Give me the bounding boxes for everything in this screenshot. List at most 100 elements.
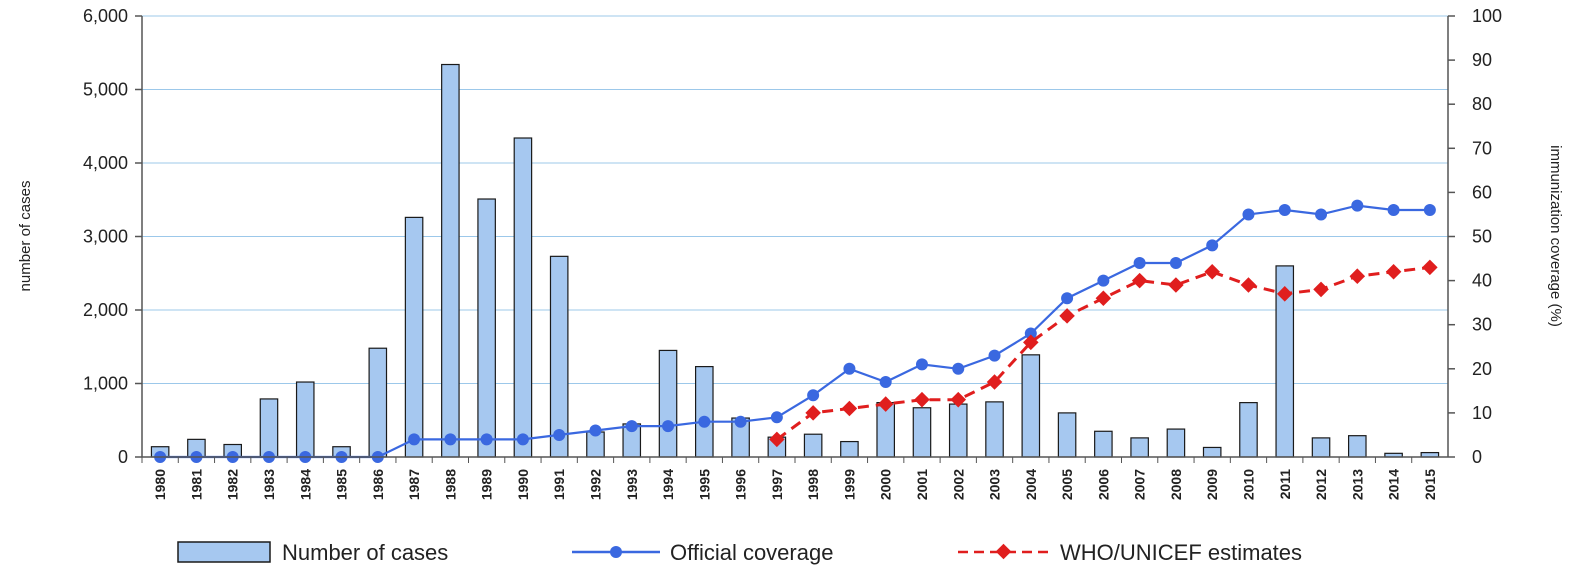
y-tick-label-right: 90 [1472, 50, 1492, 70]
point-official-coverage [589, 424, 602, 437]
point-who-unicef-estimates [1349, 268, 1366, 284]
x-tick-label: 2008 [1168, 469, 1184, 500]
x-tick-label: 2012 [1313, 469, 1329, 500]
x-tick-label: 1988 [442, 469, 458, 500]
point-official-coverage [1169, 256, 1182, 269]
x-tick-label: 1998 [805, 469, 821, 500]
point-who-unicef-estimates [1204, 264, 1220, 280]
point-who-unicef-estimates [1168, 277, 1184, 293]
bar-cases [513, 137, 533, 458]
x-tick-label: 1985 [334, 469, 350, 500]
y-tick-label-left: 5,000 [83, 80, 128, 100]
x-tick-label: 1997 [769, 469, 785, 500]
point-official-coverage [1024, 327, 1037, 340]
y-tick-label-right: 40 [1472, 271, 1492, 291]
x-tick-label: 2002 [950, 469, 966, 500]
y-tick-label-left: 4,000 [83, 153, 128, 173]
bar-cases [803, 433, 823, 458]
x-tick-label: 1987 [406, 469, 422, 500]
x-tick-label: 1982 [225, 469, 241, 500]
point-who-unicef-estimates [841, 400, 858, 417]
y-tick-label-right: 70 [1472, 138, 1492, 158]
x-tick-label: 2009 [1204, 469, 1220, 500]
x-tick-label: 2006 [1095, 469, 1111, 500]
x-tick-label: 1996 [733, 469, 749, 500]
x-tick-label: 2015 [1422, 469, 1438, 500]
x-tick-label: 2013 [1349, 469, 1365, 500]
point-official-coverage [1423, 204, 1436, 217]
bar-cases [840, 440, 859, 458]
point-official-coverage [988, 349, 1001, 362]
point-official-coverage [516, 433, 529, 446]
bar-cases [985, 401, 1004, 458]
point-who-unicef-estimates [1131, 272, 1148, 289]
bar-cases [1311, 437, 1331, 458]
point-official-coverage [1242, 208, 1255, 221]
legend-swatch-cases [177, 541, 271, 563]
y-tick-label-left: 6,000 [83, 6, 128, 26]
y-axis-title-right: immunization coverage (%) [1547, 145, 1564, 327]
bar-series-number-of-cases [150, 63, 1440, 458]
bar-cases [912, 407, 932, 458]
y-tick-label-right: 100 [1472, 6, 1502, 26]
y-tick-label-left: 1,000 [83, 374, 128, 394]
legend-label-official: Official coverage [670, 540, 833, 565]
y-tick-label-right: 50 [1472, 227, 1492, 247]
point-official-coverage [843, 362, 856, 375]
x-tick-label: 2005 [1059, 469, 1075, 500]
bar-cases [1202, 446, 1222, 458]
point-official-coverage [1315, 208, 1328, 221]
x-tick-label: 2010 [1240, 469, 1256, 500]
point-official-coverage [1278, 204, 1291, 217]
gridlines [142, 15, 1448, 384]
point-official-coverage [1351, 199, 1364, 212]
bar-cases [694, 365, 714, 458]
point-who-unicef-estimates [914, 391, 930, 408]
point-official-coverage [698, 415, 711, 428]
point-official-coverage [879, 376, 892, 389]
point-official-coverage [553, 428, 566, 441]
bar-cases [1166, 428, 1186, 458]
point-official-coverage [1133, 256, 1146, 269]
point-official-coverage [625, 420, 638, 433]
x-tick-label: 2001 [914, 469, 930, 500]
x-tick-label: 1980 [152, 469, 168, 500]
point-official-coverage [444, 433, 457, 446]
x-tick-label: 2011 [1277, 469, 1293, 500]
x-tick-label: 2003 [987, 469, 1003, 500]
point-official-coverage [1206, 239, 1219, 252]
bar-cases [1021, 354, 1041, 458]
point-official-coverage [770, 411, 783, 424]
x-tick-label: 2014 [1386, 469, 1402, 500]
bar-cases [404, 216, 424, 458]
axes: 0 1,000 2,000 3,000 4,000 5,000 6,000 0 10 20 30 40… [83, 6, 1502, 500]
x-tick-label: 1999 [841, 469, 857, 500]
x-tick-label: 1983 [261, 469, 277, 500]
y-tick-label-left: 3,000 [83, 227, 128, 247]
y-tick-label-right: 80 [1472, 94, 1492, 114]
point-official-coverage [408, 433, 421, 446]
point-who-unicef-estimates [1059, 308, 1075, 324]
x-tick-label: 1991 [551, 469, 567, 500]
bar-cases [1347, 435, 1367, 458]
bar-cases [259, 398, 279, 458]
point-official-coverage [480, 433, 493, 446]
point-official-coverage [807, 389, 820, 402]
y-tick-label-right: 60 [1472, 182, 1492, 202]
point-who-unicef-estimates [1385, 264, 1402, 280]
legend: Number of cases Official coverage WHO/UN… [177, 540, 1302, 565]
bar-cases [549, 255, 569, 458]
x-tick-label: 1989 [479, 469, 495, 500]
bar-cases [477, 198, 496, 458]
bar-cases [368, 347, 388, 458]
y-tick-label-left: 0 [118, 447, 128, 467]
y-tick-label-right: 10 [1472, 403, 1492, 423]
x-tick-label: 2007 [1132, 469, 1148, 500]
x-tick-label: 1995 [696, 469, 712, 500]
legend-marker-who [995, 543, 1012, 560]
y-axis-title-left: number of cases [17, 181, 34, 292]
y-tick-label-left: 2,000 [83, 300, 128, 320]
bar-cases [441, 63, 460, 458]
bar-cases [295, 381, 315, 458]
